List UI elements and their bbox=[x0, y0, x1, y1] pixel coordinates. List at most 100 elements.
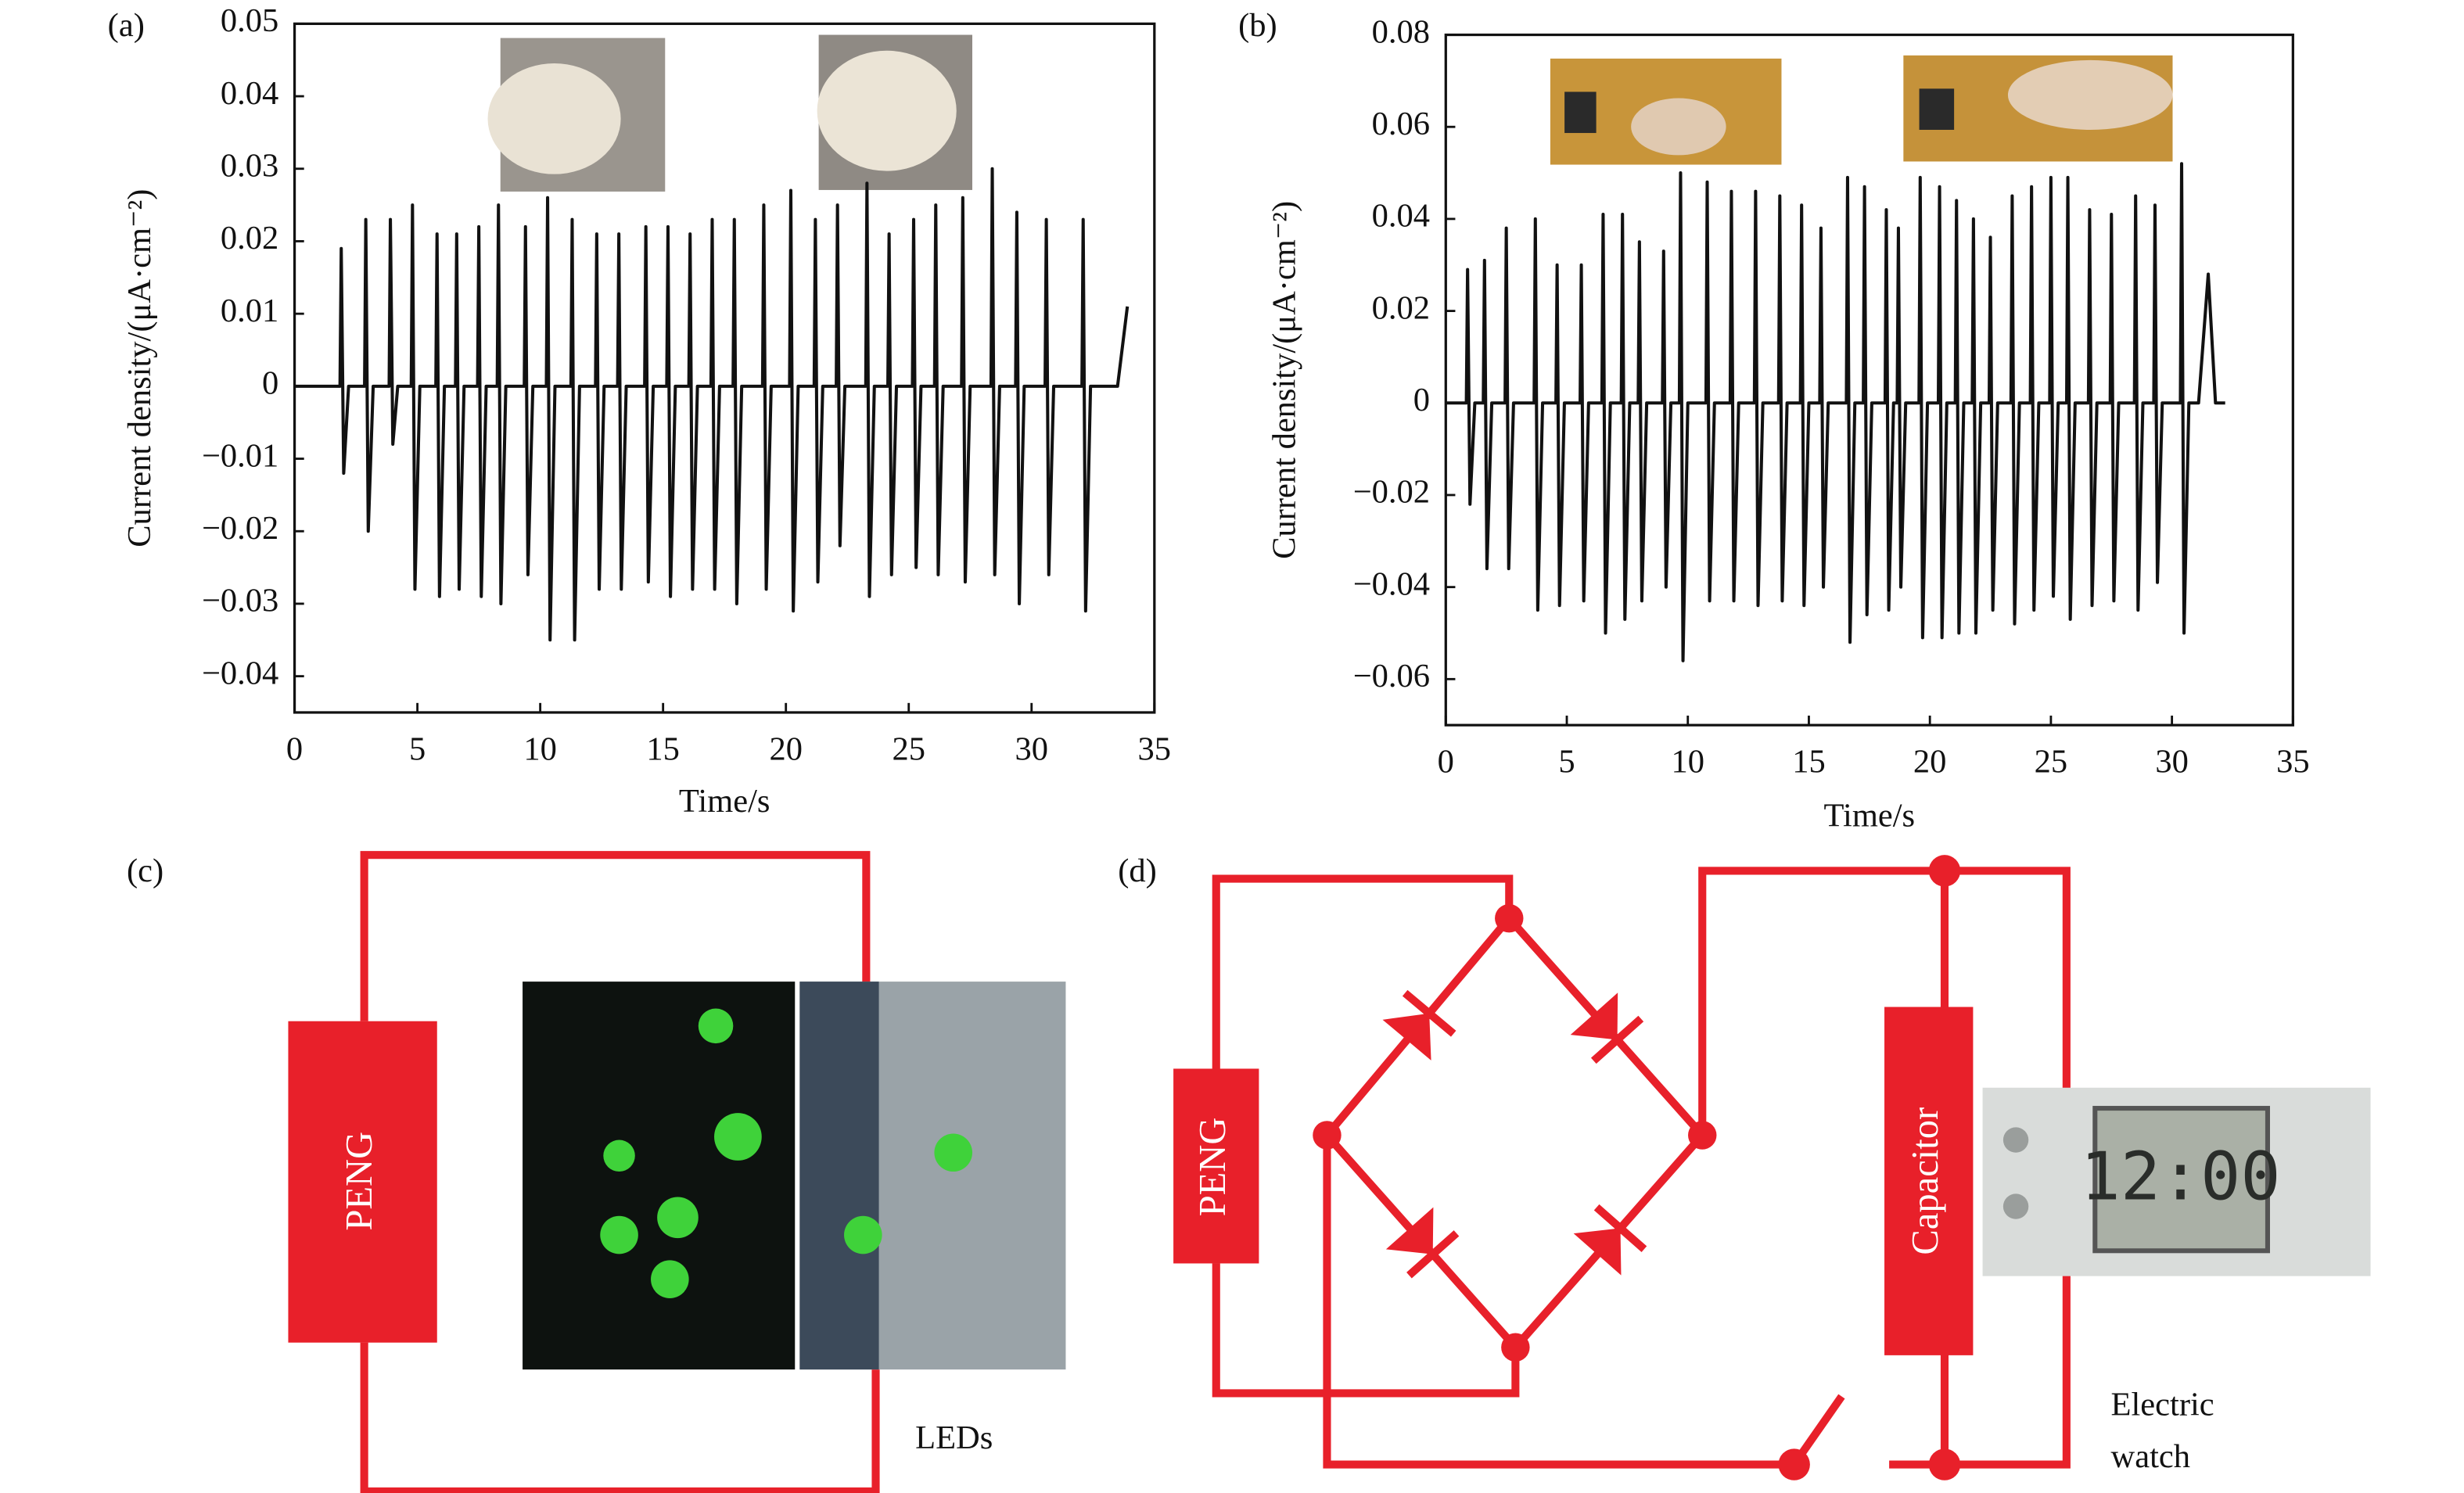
inset-photos-b bbox=[1550, 55, 2173, 165]
diode-bar bbox=[1402, 989, 1456, 1037]
bridge bbox=[1321, 912, 1708, 1354]
node bbox=[1313, 1121, 1342, 1150]
y-tick-label: 0.01 bbox=[221, 292, 278, 329]
photo-glove bbox=[817, 50, 957, 171]
photo-finger bbox=[1631, 98, 1726, 156]
node bbox=[1778, 1448, 1810, 1480]
y-tick-label: 0.08 bbox=[1372, 13, 1430, 50]
y-tick-label: 0.04 bbox=[221, 75, 278, 112]
led-photo bbox=[523, 982, 796, 1370]
led bbox=[844, 1215, 882, 1254]
watch-screen bbox=[2092, 1106, 2270, 1254]
watch-display: 12:00 bbox=[2081, 1139, 2281, 1216]
led-glows bbox=[600, 1008, 762, 1298]
y-tick-label: 0.06 bbox=[1372, 106, 1430, 142]
x-tick-label: 35 bbox=[2276, 744, 2310, 781]
peng-label: PENG bbox=[1191, 1118, 1234, 1217]
photo-glove bbox=[487, 63, 621, 174]
y-tick-label: 0 bbox=[262, 365, 278, 402]
peng-block bbox=[288, 1021, 437, 1343]
peng-block bbox=[1173, 1068, 1259, 1264]
wire bbox=[1323, 1135, 1794, 1469]
wire bbox=[360, 851, 871, 1021]
panel-label: (c) bbox=[127, 852, 163, 889]
photo-finger bbox=[2007, 59, 2173, 130]
led bbox=[657, 1197, 699, 1239]
panel-label: (b) bbox=[1238, 7, 1277, 44]
peng-label: PENG bbox=[338, 1132, 380, 1231]
x-tick-label: 0 bbox=[1438, 744, 1454, 781]
y-tick-label: −0.02 bbox=[1353, 474, 1430, 511]
wire bbox=[1212, 874, 1514, 1069]
x-tick-label: 25 bbox=[2035, 744, 2068, 781]
led bbox=[934, 1133, 972, 1172]
y-tick-label: 0.04 bbox=[1372, 198, 1430, 235]
led bbox=[714, 1113, 762, 1161]
panel-label: (a) bbox=[108, 7, 145, 44]
y-tick-label: −0.04 bbox=[202, 655, 278, 691]
y-axis-label: Current density/(μA·cm⁻²) bbox=[1266, 201, 1303, 559]
y-tick-label: 0.02 bbox=[221, 220, 278, 257]
watch-button bbox=[2002, 1193, 2029, 1219]
diode bbox=[1385, 1207, 1434, 1254]
x-tick-label: 20 bbox=[1913, 744, 1947, 781]
x-axis-label: Time/s bbox=[679, 783, 770, 820]
y-tick-label: −0.01 bbox=[202, 437, 278, 474]
x-tick-label: 25 bbox=[892, 730, 925, 767]
diode-bar bbox=[1593, 1204, 1647, 1252]
plot-frame bbox=[293, 22, 1156, 714]
x-tick-label: 35 bbox=[1138, 730, 1172, 767]
plot-frame bbox=[1444, 33, 2294, 727]
photo-part bbox=[1564, 92, 1597, 134]
circuit-c: PENG LEDs bbox=[288, 851, 1066, 1493]
led bbox=[651, 1260, 689, 1298]
node bbox=[1501, 1333, 1530, 1362]
y-tick-label: 0.05 bbox=[221, 2, 278, 39]
wire bbox=[360, 1342, 880, 1493]
led bbox=[600, 1215, 638, 1254]
load-label: watch bbox=[2111, 1438, 2190, 1475]
diode-bar bbox=[1590, 1015, 1644, 1064]
inset-photos-a bbox=[487, 34, 972, 192]
x-tick-label: 15 bbox=[1792, 744, 1826, 781]
y-tick-label: 0 bbox=[1413, 382, 1430, 418]
y-axis-label: Current density/(μA·cm⁻²) bbox=[121, 189, 158, 547]
node bbox=[1928, 1448, 1961, 1480]
x-tick-label: 15 bbox=[646, 730, 680, 767]
y-tick-label: −0.06 bbox=[1353, 658, 1430, 694]
nodes bbox=[1313, 855, 1961, 1480]
photo-part bbox=[1919, 88, 1955, 130]
x-axis-label: Time/s bbox=[1824, 797, 1916, 834]
x-tick-label: 10 bbox=[523, 730, 557, 767]
x-tick-label: 20 bbox=[769, 730, 803, 767]
y-tick-label: 0.02 bbox=[1372, 289, 1430, 326]
y-tick-label: 0.03 bbox=[221, 148, 278, 185]
diode bbox=[1570, 992, 1618, 1040]
diode bbox=[1382, 1013, 1431, 1061]
y-tick-label: −0.04 bbox=[1353, 565, 1430, 602]
wire bbox=[1212, 1263, 1520, 1398]
capacitor-label: Capacitor bbox=[1904, 1107, 1946, 1255]
diode bbox=[1573, 1228, 1622, 1276]
y-tick-label: −0.03 bbox=[202, 583, 278, 619]
wire bbox=[1698, 867, 2071, 1469]
x-tick-label: 30 bbox=[1015, 730, 1049, 767]
node bbox=[1688, 1121, 1717, 1150]
breadboard-shadow bbox=[799, 982, 879, 1370]
node bbox=[1928, 855, 1961, 887]
x-tick-label: 10 bbox=[1671, 744, 1704, 781]
diode-bar bbox=[1406, 1230, 1460, 1279]
capacitor-block bbox=[1884, 1007, 1974, 1355]
circuit-d: PENG Capacitor 12:00 Electric watch bbox=[1173, 855, 2371, 1480]
x-tick-label: 5 bbox=[1558, 744, 1575, 781]
led bbox=[698, 1008, 734, 1044]
led bbox=[603, 1139, 635, 1172]
load-label: Electric bbox=[2111, 1386, 2214, 1423]
data-line bbox=[1446, 162, 2225, 662]
panel-label: (d) bbox=[1118, 852, 1157, 889]
node bbox=[1495, 903, 1524, 933]
watch-button bbox=[2002, 1127, 2029, 1153]
y-tick-label: −0.02 bbox=[202, 510, 278, 547]
x-tick-label: 5 bbox=[409, 730, 426, 767]
